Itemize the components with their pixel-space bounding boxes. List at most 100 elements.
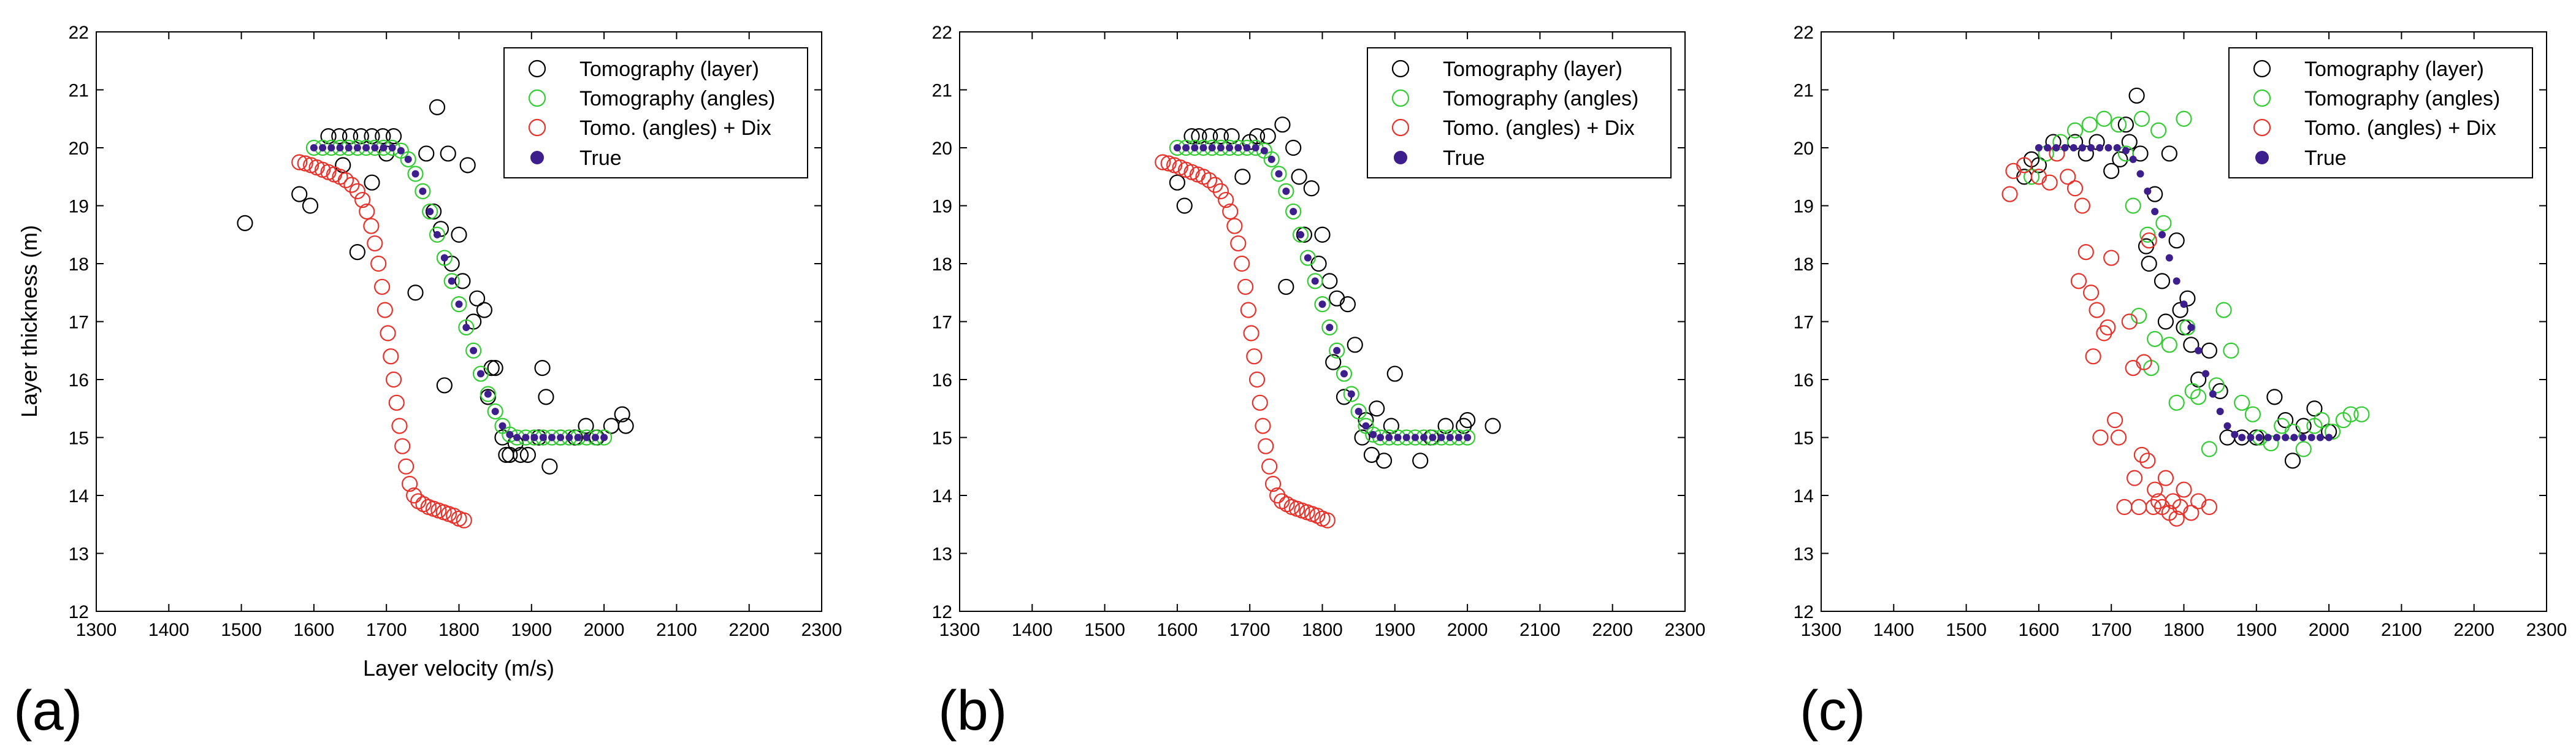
true-point [2052,144,2060,151]
true-point [2187,323,2195,331]
tomo-angles-dix-point [2183,505,2200,521]
tomography-layer-point [2179,290,2196,307]
tomography-layer-point [1459,412,1476,429]
true-point [1362,422,1370,430]
tomo-angles-dix-point [406,487,422,504]
legend-label-dix: Tomo. (angles) + Dix [2304,117,2496,140]
x-tick-label: 1700 [1229,620,1271,640]
tomo-angles-dix-point [2141,232,2157,249]
x-tick-label: 1900 [511,620,552,640]
true-point [1411,434,1419,441]
true-point [411,170,419,178]
tomography-angles-point [2131,307,2147,324]
true-point [1333,346,1341,354]
true-point [574,434,582,441]
x-tick-label: 1700 [2091,620,2132,640]
tomo-angles-dix-point [376,302,393,318]
tomo-angles-dix-point [385,371,402,388]
y-tick-label: 18 [69,254,89,275]
legend-label-true: True [2304,147,2347,170]
true-point [1173,144,1181,151]
tomography-layer-point [1296,226,1313,243]
true-point [388,144,396,151]
tomography-layer-point [1314,226,1331,243]
x-tick-label: 1500 [221,620,262,640]
tomography-angles-point [2190,389,2207,405]
x-tick-label: 2100 [1519,620,1561,640]
tomo-angles-dix-point [2190,493,2207,510]
x-tick-label: 2300 [801,620,843,640]
true-point [1226,144,1234,151]
tomo-angles-dix-point [2147,481,2163,498]
tomo-angles-dix-point [2131,499,2147,516]
true-point [2087,144,2095,151]
true-point [1326,323,1334,331]
tomo-angles-dix-point [398,458,415,475]
tomography-angles-point [2215,302,2232,318]
y-tick-label: 16 [69,370,89,391]
tomography-angles-point [2234,394,2250,411]
tomography-layer-point [1339,296,1356,313]
y-tick-label: 16 [1794,370,1814,391]
marks-b [1155,117,1501,529]
tomography-angles-point [2176,110,2192,127]
x-tick-label: 1800 [1302,620,1343,640]
tomo-angles-dix-point [2125,359,2141,376]
true-point [2151,207,2159,215]
tomography-layer-point [2112,151,2128,167]
tomo-angles-dix-point [2139,453,2156,469]
true-point [1234,144,1242,151]
y-tick-label: 21 [1794,81,1814,101]
tomography-layer-point [1386,365,1403,382]
tomography-angles-point [2201,441,2218,457]
tomo-angles-dix-point [2016,157,2033,174]
tomo-angles-dix-point [343,177,360,193]
x-tick-label: 1900 [1374,620,1415,640]
true-point [2136,170,2144,178]
tomography-angles-point [1307,273,1323,289]
tomo-angles-dix-point [359,203,375,220]
tomography-layer-point [1291,169,1307,185]
true-point [2316,434,2324,441]
tomo-angles-dix-point [1226,218,1243,234]
true-point [522,434,530,441]
true-point [2247,434,2255,441]
true-point [2209,390,2217,398]
true-point [1369,430,1377,438]
tomo-angles-dix-point [1248,371,1266,388]
true-point [2325,434,2333,441]
x-tick-label: 2200 [1592,620,1633,640]
tomography-layer-point [1285,139,1302,156]
tomography-angles-point [2295,441,2312,457]
ticks-a: 1300 1400 1500 1600 1700 1800 1900 2000 2100 2200… [69,23,843,640]
tomography-angles-point [2161,337,2177,353]
tomo-angles-dix-point [1261,458,1278,475]
tomography-layer-point [407,285,424,301]
y-tick-label: 18 [1794,254,1814,275]
true-point [319,144,327,151]
true-point [345,144,353,151]
true-point [513,434,521,441]
tomo-angles-dix-point [2066,180,2084,197]
tomography-layer-point [487,359,503,376]
y-tick-label: 15 [932,429,952,449]
true-point [1275,170,1283,178]
tomography-layer-point [385,128,402,145]
tomography-layer-point [2141,255,2157,272]
tomography-layer-point [1485,418,1501,434]
panel-label-a: (a) [13,679,82,742]
tomography-layer-point [1310,255,1327,272]
tomography-angles-point [2081,117,2098,133]
tomography-layer-point [2306,400,2323,417]
tomography-angles-point [1350,403,1367,420]
y-tick-label: 15 [1794,429,1814,449]
legend-c: Tomography (layer) Tomography (angles) T… [2228,47,2533,178]
tomography-layer-point [353,128,369,145]
tomo-angles-dix-point [2176,481,2192,498]
tomography-layer-point [1412,453,1429,469]
true-point [1429,434,1437,441]
legend-marker-layer [1391,59,1410,78]
tomo-angles-dix-point [374,278,391,295]
legend-marker-angles [528,89,546,107]
tomography-angles-point [2314,412,2330,429]
